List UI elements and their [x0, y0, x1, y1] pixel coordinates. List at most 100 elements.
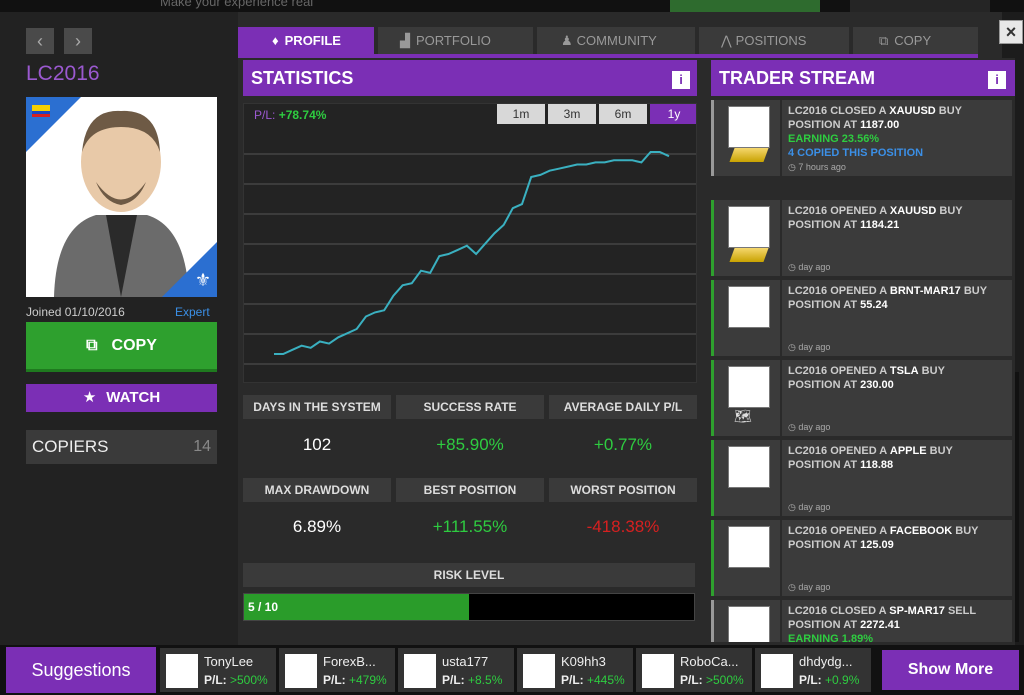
stat-value-best: +111.55%	[432, 517, 508, 536]
divider	[780, 600, 782, 642]
divider	[780, 360, 782, 436]
range-3m-button[interactable]: 3m	[548, 104, 596, 124]
suggestion-item[interactable]: dhdydg... P/L: +0.9%	[755, 648, 871, 692]
trade-real-button[interactable]	[670, 0, 820, 12]
stat-value-avg: +0.77%	[593, 435, 653, 454]
clock-icon: ◷ day ago	[788, 262, 831, 272]
user-avatar-icon	[642, 654, 674, 688]
close-button[interactable]: ×	[999, 20, 1023, 44]
trader-avatar-icon	[728, 366, 770, 408]
risk-level-bar: 5 / 10	[243, 593, 695, 621]
tab-copy[interactable]: ⧉ COPY	[853, 27, 978, 55]
stream-item[interactable]: LC2016 OPENED A XAUUSD BUY POSITION AT 11…	[711, 200, 1012, 276]
divider	[780, 280, 782, 356]
expert-badge[interactable]: Expert	[175, 305, 210, 319]
tab-profile[interactable]: ♦ PROFILE	[238, 27, 374, 55]
stat-value-worst: -418.38%	[586, 517, 660, 536]
stream-text: LC2016 CLOSED A SP-MAR17 SELL POSITION AT…	[788, 605, 977, 642]
stat-label-best: BEST POSITION	[396, 478, 544, 502]
copy-button[interactable]: ⧉ COPY	[26, 322, 217, 372]
user-avatar-icon	[761, 654, 793, 688]
tab-underline	[238, 54, 978, 58]
pl-chart: P/L: +78.74% 1m 3m 6m 1y	[243, 103, 697, 383]
bar-chart-icon: ▟	[400, 33, 410, 48]
stream-item[interactable]: LC2016 OPENED A FACEBOOK BUY POSITION AT …	[711, 520, 1012, 596]
tab-portfolio[interactable]: ▟ PORTFOLIO	[378, 27, 533, 55]
divider	[780, 100, 782, 176]
trader-avatar-icon	[728, 206, 770, 248]
watch-button[interactable]: ★ WATCH	[26, 384, 217, 412]
stat-label-drawdown: MAX DRAWDOWN	[243, 478, 391, 502]
suggestion-item[interactable]: usta177 P/L: +8.5%	[398, 648, 514, 692]
tab-community[interactable]: ♟ COMMUNITY	[537, 27, 695, 55]
stream-text: LC2016 OPENED A XAUUSD BUY POSITION AT 11…	[788, 205, 963, 231]
suggestion-item[interactable]: ForexB... P/L: +479%	[279, 648, 395, 692]
user-avatar-icon	[285, 654, 317, 688]
top-hint: Make your experience real	[160, 0, 314, 9]
clock-icon: ◷ day ago	[788, 582, 831, 592]
trader-avatar-icon	[728, 526, 770, 568]
stat-label-avg: AVERAGE DAILY P/L	[549, 395, 697, 419]
back-arrow-icon[interactable]: ‹	[26, 28, 54, 54]
copiers-label: COPIERS	[32, 437, 109, 456]
user-avatar-icon	[404, 654, 436, 688]
stream-scrollbar[interactable]	[1015, 372, 1019, 642]
username: LC2016	[26, 62, 100, 85]
stat-label-success: SUCCESS RATE	[396, 395, 544, 419]
stream-item[interactable]: LC2016 CLOSED A XAUUSD BUY POSITION AT 11…	[711, 100, 1012, 176]
positions-icon: ⋀	[721, 33, 732, 48]
trader-stream-header: TRADER STREAM	[711, 60, 1015, 96]
people-icon: ♟	[561, 33, 573, 48]
user-avatar-icon	[166, 654, 198, 688]
copiers-box[interactable]: COPIERS 14	[26, 430, 217, 464]
stat-value-success: +85.90%	[436, 435, 504, 454]
gold-bar-icon	[729, 248, 769, 262]
stream-text: LC2016 OPENED A TSLA BUY POSITION AT 230.…	[788, 365, 945, 391]
range-1y-button[interactable]: 1y	[650, 104, 696, 124]
divider	[780, 200, 782, 276]
stat-label-worst: WORST POSITION	[549, 478, 697, 502]
clock-icon: ◷ day ago	[788, 342, 831, 352]
stream-text: LC2016 OPENED A FACEBOOK BUY POSITION AT …	[788, 525, 979, 551]
suggestions-label: Suggestions	[6, 647, 156, 693]
stream-text: LC2016 OPENED A BRNT-MAR17 BUY POSITION A…	[788, 285, 988, 311]
info-icon[interactable]: i	[672, 71, 690, 89]
suggestion-item[interactable]: K09hh3 P/L: +445%	[517, 648, 633, 692]
person-avatar-icon	[54, 110, 189, 297]
stream-item[interactable]: LC2016 OPENED A APPLE BUY POSITION AT 118…	[711, 440, 1012, 516]
stream-text: LC2016 OPENED A APPLE BUY POSITION AT 118…	[788, 445, 953, 471]
pl-readout: P/L: +78.74%	[254, 108, 327, 122]
fleur-badge	[162, 242, 217, 297]
trader-avatar-icon	[728, 286, 770, 328]
range-6m-button[interactable]: 6m	[599, 104, 647, 124]
trader-avatar-icon	[728, 446, 770, 488]
user-avatar-icon	[523, 654, 555, 688]
trader-avatar-icon	[728, 106, 770, 148]
stream-item[interactable]: LC2016 CLOSED A SP-MAR17 SELL POSITION AT…	[711, 600, 1012, 642]
forward-arrow-icon[interactable]: ›	[64, 28, 92, 54]
chart-svg	[244, 151, 696, 365]
stream-item[interactable]: 🗺 LC2016 OPENED A TSLA BUY POSITION AT 23…	[711, 360, 1012, 436]
show-more-button[interactable]: Show More	[882, 650, 1019, 690]
clock-icon: ◷ 7 hours ago	[788, 162, 846, 172]
clock-icon: ◷ day ago	[788, 422, 831, 432]
avatar: ⚜	[26, 97, 217, 297]
stream-item[interactable]: LC2016 OPENED A BRNT-MAR17 BUY POSITION A…	[711, 280, 1012, 356]
stat-value-drawdown: 6.89%	[292, 517, 342, 536]
suggestion-item[interactable]: RoboCa... P/L: >500%	[636, 648, 752, 692]
risk-level-label: RISK LEVEL	[243, 563, 695, 587]
statistics-header: STATISTICS	[243, 60, 697, 96]
info-icon[interactable]: i	[988, 71, 1006, 89]
divider	[780, 440, 782, 516]
world-map-icon: 🗺	[734, 408, 752, 424]
suggestion-item[interactable]: TonyLee P/L: >500%	[160, 648, 276, 692]
tab-positions[interactable]: ⋀ POSITIONS	[699, 27, 849, 55]
stat-value-days: 102	[302, 435, 332, 454]
top-toolbar	[850, 0, 990, 12]
risk-level-fill: 5 / 10	[244, 594, 469, 620]
star-icon: ★	[82, 389, 97, 406]
stat-label-days: DAYS IN THE SYSTEM	[243, 395, 391, 419]
range-1m-button[interactable]: 1m	[497, 104, 545, 124]
copy-icon: ⧉	[86, 337, 98, 354]
joined-date: Joined 01/10/2016	[26, 305, 125, 319]
